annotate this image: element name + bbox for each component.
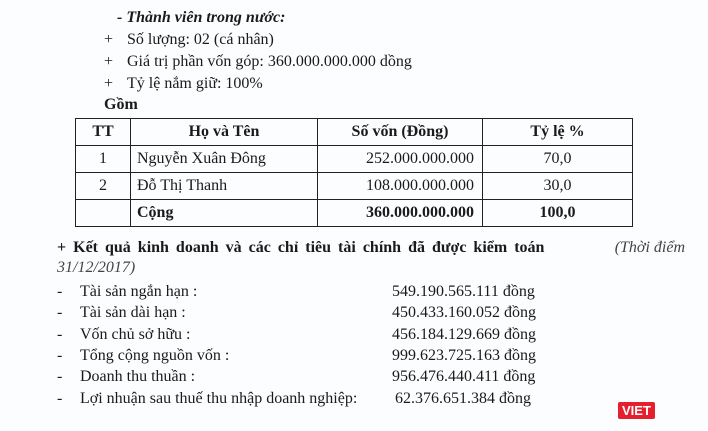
dash: - (57, 368, 63, 386)
financial-label: Lợi nhuận sau thuế thu nhập doanh nghiệp… (80, 389, 358, 407)
cell-tt: 1 (75, 145, 131, 173)
financial-label: Tổng cộng nguồn vốn : (80, 346, 230, 364)
table-row: 2 Đỗ Thị Thanh 108.000.000.000 30,0 (75, 172, 633, 200)
dash: - (57, 346, 63, 364)
col-name: Họ và Tên (130, 118, 318, 146)
gom-label: Gồm (104, 96, 138, 113)
bullet: + (104, 53, 114, 70)
table-row: 1 Nguyễn Xuân Đông 252.000.000.000 70,0 (75, 145, 633, 173)
cell-percent: 70,0 (482, 145, 633, 173)
cell-percent: 30,0 (482, 172, 633, 200)
member-count: Số lượng: 02 (cá nhân) (127, 31, 274, 48)
ownership-ratio: Tỷ lệ nắm giữ: 100% (127, 75, 263, 92)
bullet: + (104, 31, 114, 48)
total-label: Cộng (130, 199, 318, 227)
dash: - (57, 304, 63, 322)
bullet: + (104, 75, 114, 92)
financial-label: Vốn chủ sở hữu : (80, 325, 191, 343)
col-capital: Số vốn (Đồng) (317, 118, 483, 146)
total-amount: 360.000.000.000 (317, 199, 483, 227)
dash: - (57, 389, 63, 407)
financial-value: 999.623.725.163 đồng (392, 346, 536, 364)
viet-logo: VIET (618, 402, 655, 419)
financial-label: Tài sản ngắn hạn : (80, 283, 198, 300)
table-header: TT Họ và Tên Số vốn (Đồng) Tỷ lệ % (75, 118, 633, 146)
financial-value: 456.184.129.669 đồng (392, 325, 536, 343)
members-table: TT Họ và Tên Số vốn (Đồng) Tỷ lệ % 1 Ngu… (75, 118, 633, 227)
capital-value: Giá trị phần vốn góp: 360.000.000.000 dồ… (127, 53, 412, 70)
col-tt: TT (75, 118, 131, 146)
cell-capital: 108.000.000.000 (317, 172, 483, 200)
results-note: (Thời điểm (614, 239, 685, 256)
total-percent: 100,0 (482, 199, 633, 227)
financial-value: 62.376.651.384 đồng (395, 389, 531, 407)
financial-label: Tài sản dài hạn : (80, 304, 186, 322)
results-heading: + Kết quả kinh doanh và các chỉ tiêu tài… (57, 239, 545, 256)
col-percent: Tỷ lệ % (482, 118, 633, 146)
results-date: 31/12/2017) (57, 259, 136, 276)
financial-label: Doanh thu thuần : (80, 368, 196, 386)
cell-capital: 252.000.000.000 (317, 145, 483, 173)
cell-name: Đỗ Thị Thanh (130, 172, 318, 200)
financial-value: 956.476.440.411 đồng (392, 368, 536, 386)
table-total-row: Cộng 360.000.000.000 100,0 (75, 199, 633, 227)
cell-tt: 2 (75, 172, 131, 200)
cell-empty (75, 199, 131, 227)
dash: - (57, 283, 63, 300)
cell-name: Nguyễn Xuân Đông (130, 145, 318, 173)
financial-value: 450.433.160.052 đồng (392, 304, 536, 322)
financial-value: 549.190.565.111 đồng (392, 283, 535, 300)
dash: - (57, 325, 63, 343)
members-heading: - Thành viên trong nước: (117, 9, 286, 26)
